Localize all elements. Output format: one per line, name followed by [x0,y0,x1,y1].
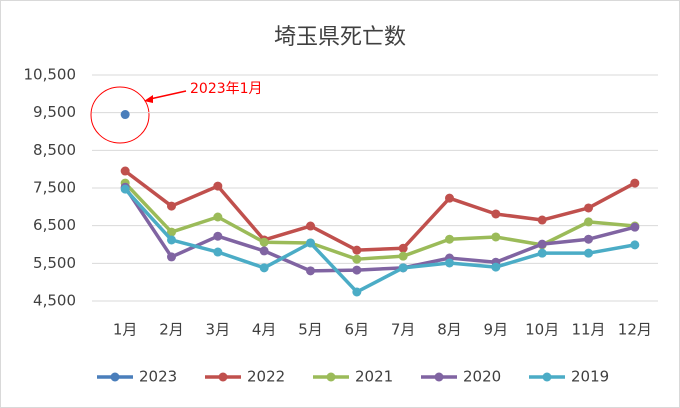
data-point [630,222,640,232]
data-point [213,231,223,241]
series-line [123,186,636,273]
data-point [352,287,362,297]
x-tick-label: 11月 [571,321,605,339]
data-point [213,181,223,191]
series-line [123,187,636,294]
y-tick-label: 10,500 [24,66,77,84]
legend-label: 2019 [571,368,609,386]
y-tick-label: 4,500 [33,292,76,310]
legend-label: 2020 [463,368,501,386]
data-point [120,184,130,194]
data-point [398,243,408,253]
data-point [306,238,315,248]
data-point [445,258,454,268]
legend-label: 2023 [139,368,177,386]
x-tick-label: 10月 [525,321,559,339]
x-tick-label: 9月 [484,321,509,339]
data-point [120,166,130,176]
data-point [491,262,501,272]
data-point [259,246,269,256]
data-point [167,201,176,211]
legend-marker [326,372,336,382]
data-point [352,245,362,255]
x-tick-label: 6月 [345,321,370,339]
data-point [259,237,269,247]
data-point [537,239,547,249]
x-tick-label: 3月 [206,321,231,339]
data-point [491,232,501,242]
series-line [123,181,635,261]
data-point [491,209,501,219]
data-point [213,247,223,257]
data-point [537,215,547,225]
x-tick-label: 12月 [618,321,652,339]
y-tick-label: 7,500 [33,179,76,197]
data-point [167,252,176,262]
y-tick-label: 8,500 [33,141,76,159]
legend-label: 2021 [355,368,393,386]
data-point [630,178,640,188]
x-tick-label: 8月 [437,321,462,339]
series-line [124,169,636,252]
x-tick-label: 7月 [391,321,416,339]
data-point [398,251,408,261]
x-tick-label: 5月 [298,321,323,339]
data-point [584,203,593,213]
y-tick-label: 9,500 [33,103,76,121]
legend-marker [110,372,120,382]
arrow-head [144,95,153,103]
highlight-circle [90,86,150,144]
data-point [584,217,593,227]
data-point [120,110,130,120]
data-point [584,248,593,258]
data-point [630,240,640,250]
y-tick-label: 6,500 [33,216,76,234]
y-tick-label: 5,500 [33,254,76,272]
legend-label: 2022 [247,368,285,386]
x-tick-label: 1月 [113,321,138,339]
data-point [537,248,547,258]
data-point [213,212,223,222]
data-point [167,227,176,237]
data-point [306,266,315,276]
annotation: 2023年1月 [190,81,263,97]
chart-title: 埼玉県死亡数 [274,25,406,50]
data-point [259,263,269,273]
data-point [398,263,408,273]
x-tick-label: 2月 [159,321,184,339]
x-tick-label: 4月 [252,321,277,339]
data-point [352,265,362,275]
annotation-arrow [149,90,187,100]
data-point [584,234,593,244]
legend-marker [218,372,228,382]
legend-marker [542,372,552,382]
data-point [167,235,176,245]
data-point [445,193,454,203]
data-point [445,234,454,244]
data-point [306,221,315,231]
data-point [352,254,362,264]
legend-marker [434,372,444,382]
